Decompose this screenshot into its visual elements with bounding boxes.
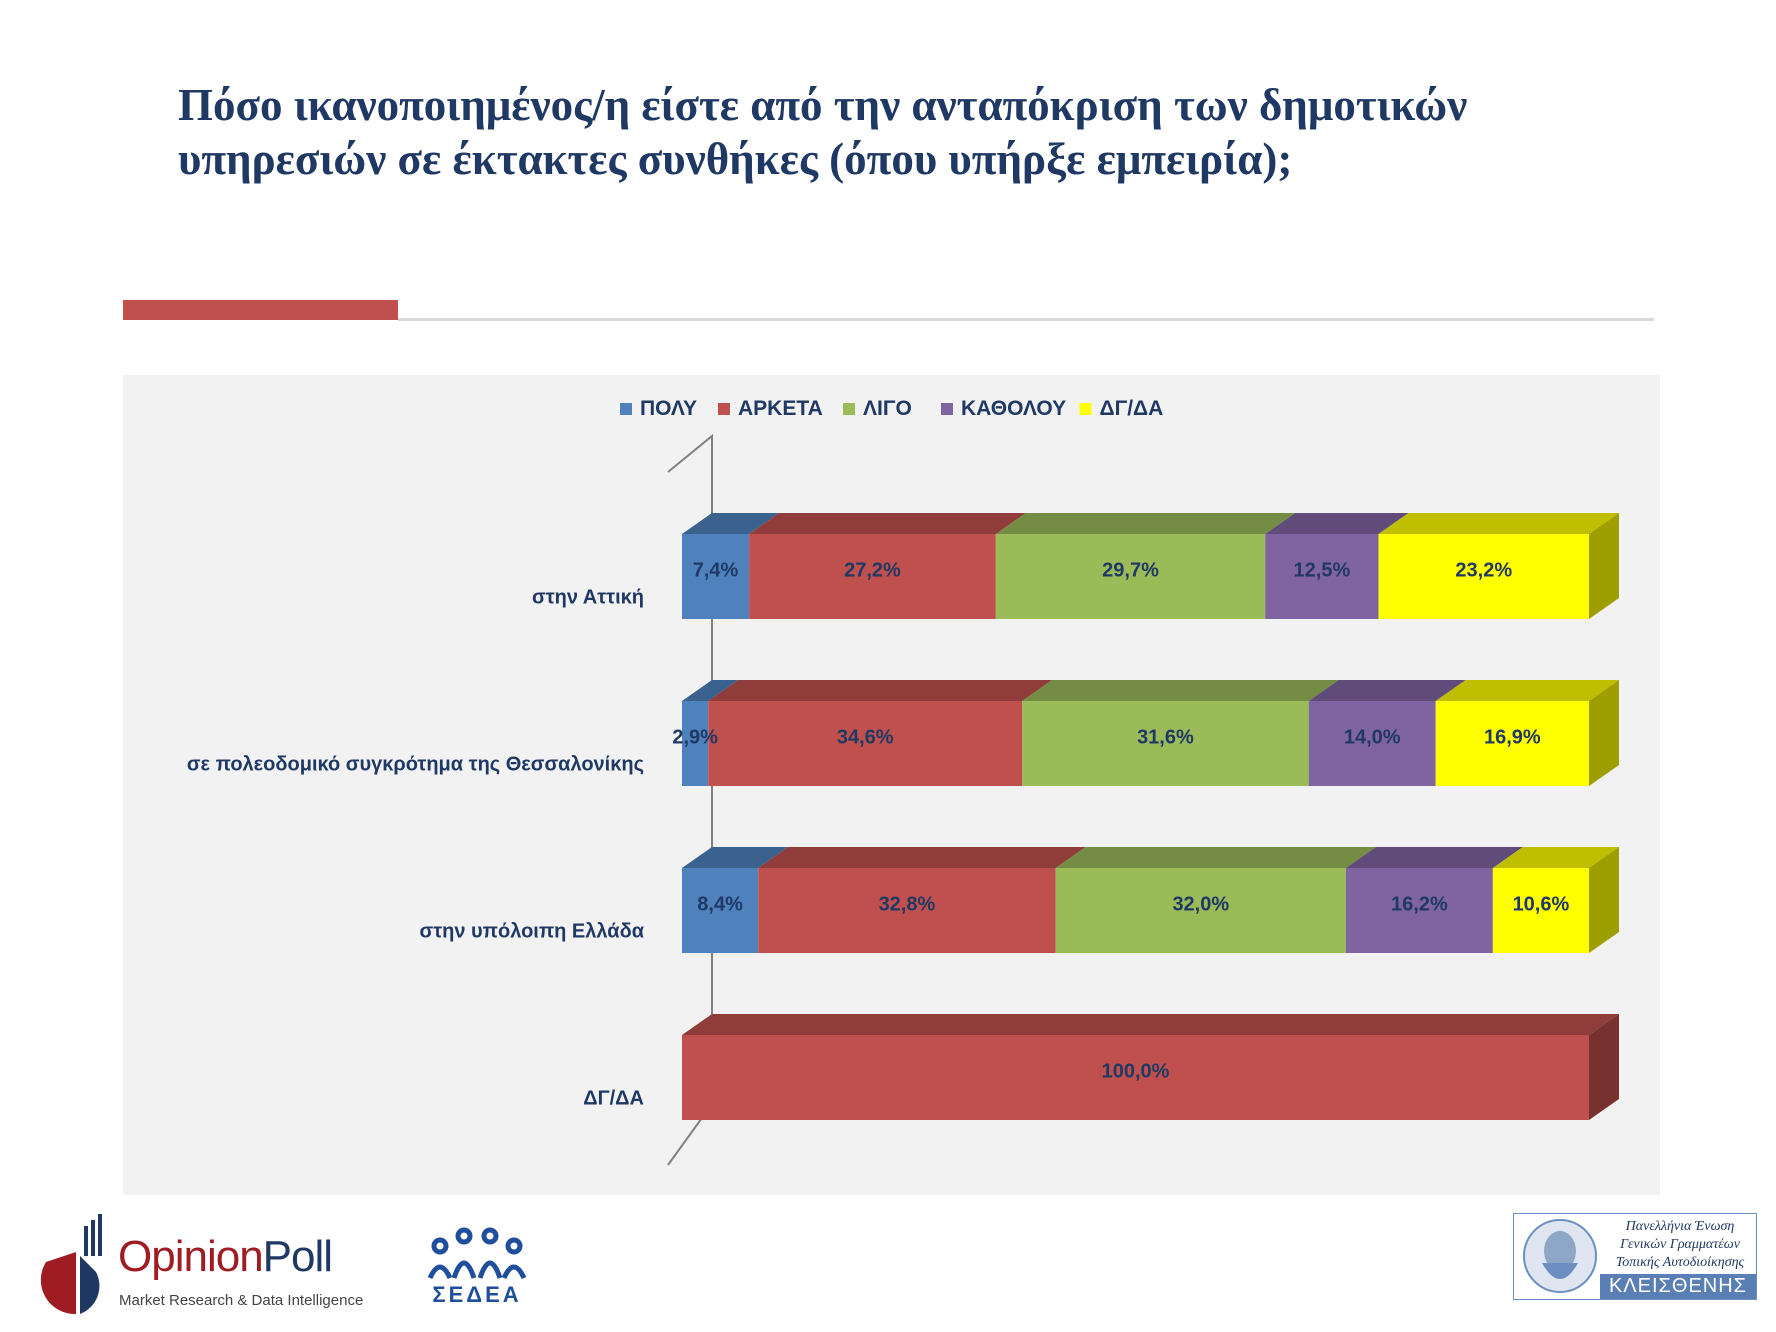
bar-top-0-0 [682, 513, 780, 534]
data-label-0-0: 7,4% [693, 560, 739, 582]
bar-0-4 [1378, 534, 1589, 619]
data-label-1-3: 14,0% [1344, 727, 1401, 749]
bar-top-1-1 [708, 680, 1053, 701]
bar-1-0 [682, 701, 709, 786]
legend-label-3: ΚΑΘΟΛΟΥ [961, 397, 1066, 420]
legend-swatch-4 [1079, 403, 1092, 415]
data-label-1-4: 16,9% [1484, 727, 1541, 749]
bar-2-1 [758, 868, 1056, 953]
legend-label-4: ΔΓ/ΔΑ [1100, 397, 1164, 420]
bar-0-0 [682, 534, 750, 619]
bar-1-1 [708, 701, 1023, 786]
bar-top-0-3 [1265, 513, 1409, 534]
bar-2-3 [1345, 868, 1493, 953]
data-label-1-1: 34,6% [837, 727, 894, 749]
category-label-3: ΔΓ/ΔΑ [583, 1088, 644, 1110]
bar-side-2-4 [1589, 847, 1619, 953]
kleisthenis-logo: Πανελλήνια Ένωση Γενικών Γραμματέων Τοπι… [1513, 1213, 1757, 1300]
bar-top-1-3 [1308, 680, 1466, 701]
sedea-wordmark: ΣΕΔΕΑ [432, 1282, 522, 1307]
bar-top-0-1 [749, 513, 1026, 534]
sedea-logo: ΣΕΔΕΑ [418, 1218, 538, 1318]
page-title-line-1: Πόσο ικανοποιημένος/η είστε από την αντα… [178, 80, 1468, 130]
bar-top-3-1 [682, 1014, 1619, 1035]
page-title-line-2: υπηρεσιών σε έκτακτες συνθήκες (όπου υπή… [178, 134, 1293, 184]
bar-2-0 [682, 868, 759, 953]
data-label-0-2: 29,7% [1102, 560, 1159, 582]
legend-swatch-1 [718, 403, 730, 415]
data-label-2-0: 8,4% [697, 894, 743, 916]
bar-0-1 [749, 534, 996, 619]
category-label-0: στην Αττική [532, 587, 644, 609]
accent-bar [123, 300, 398, 320]
bar-top-2-0 [682, 847, 789, 868]
data-label-1-2: 31,6% [1137, 727, 1194, 749]
bar-side-3-1 [1589, 1014, 1619, 1120]
bar-top-1-4 [1435, 680, 1619, 701]
bar-2-4 [1492, 868, 1589, 953]
page-title: Πόσο ικανοποιημένος/η είστε από την αντα… [178, 78, 1678, 186]
opinionpoll-tagline: Market Research & Data Intelligence [119, 1292, 364, 1309]
chart-panel: ΠΟΛΥ ΑΡΚΕΤΑ ΛΙΓΟ ΚΑΘΟΛΟΥ ΔΓ/ΔΑ στην Αττική 7,4… [123, 375, 1660, 1195]
data-label-2-3: 16,2% [1391, 894, 1448, 916]
data-label-2-4: 10,6% [1513, 894, 1570, 916]
bar-top-1-2 [1022, 680, 1339, 701]
bust-portrait-icon [1523, 1219, 1597, 1293]
data-label-0-3: 12,5% [1294, 560, 1351, 582]
bar-1-3 [1308, 701, 1436, 786]
data-label-1-0: 2,9% [672, 727, 718, 749]
bar-2-2 [1055, 868, 1346, 953]
data-label-2-2: 32,0% [1172, 894, 1229, 916]
bar-side-1-4 [1589, 680, 1619, 786]
data-label-2-1: 32,8% [879, 894, 936, 916]
sedea-people-icon [427, 1227, 527, 1280]
bar-3-1 [682, 1035, 1589, 1120]
opinionpoll-logo: OpinionPoll Market Research & Data Intel… [26, 1212, 363, 1322]
bar-1-4 [1435, 701, 1589, 786]
data-label-0-4: 23,2% [1455, 560, 1512, 582]
legend-label-0: ΠΟΛΥ [640, 397, 697, 420]
category-label-2: στην υπόλοιπη Ελλάδα [420, 921, 645, 943]
legend-label-2: ΛΙΓΟ [863, 397, 912, 420]
kleisthenis-caption: Πανελλήνια Ένωση Γενικών Γραμματέων Τοπι… [1615, 1219, 1745, 1270]
bar-top-2-4 [1492, 847, 1619, 868]
bar-top-0-2 [995, 513, 1296, 534]
bar-top-0-4 [1378, 513, 1619, 534]
bar-side-0-4 [1589, 513, 1619, 619]
legend-label-1: ΑΡΚΕΤΑ [738, 397, 823, 420]
bar-top-2-1 [758, 847, 1086, 868]
legend-swatch-0 [620, 403, 632, 415]
bar-0-2 [995, 534, 1266, 619]
bar-1-2 [1022, 701, 1309, 786]
kleisthenis-wordmark: ΚΛΕΙΣΘΕΝΗΣ [1600, 1274, 1756, 1299]
bar-0-3 [1265, 534, 1379, 619]
legend-swatch-3 [941, 403, 953, 415]
category-label-1: σε πολεοδομικό συγκρότημα της Θεσσαλονίκ… [187, 754, 644, 776]
stacked-bar-chart: ΠΟΛΥ ΑΡΚΕΤΑ ΛΙΓΟ ΚΑΘΟΛΟΥ ΔΓ/ΔΑ στην Αττική 7,4… [187, 397, 1619, 1166]
bar-top-2-2 [1055, 847, 1376, 868]
opinionpoll-wordmark: OpinionPoll [118, 1232, 333, 1281]
opinionpoll-pie-icon [40, 1214, 102, 1315]
bar-top-1-0 [682, 680, 739, 701]
data-label-3-1: 100,0% [1102, 1061, 1170, 1083]
data-label-0-1: 27,2% [844, 560, 901, 582]
legend-swatch-2 [843, 403, 855, 415]
bar-top-2-3 [1345, 847, 1523, 868]
divider-line [398, 318, 1654, 321]
